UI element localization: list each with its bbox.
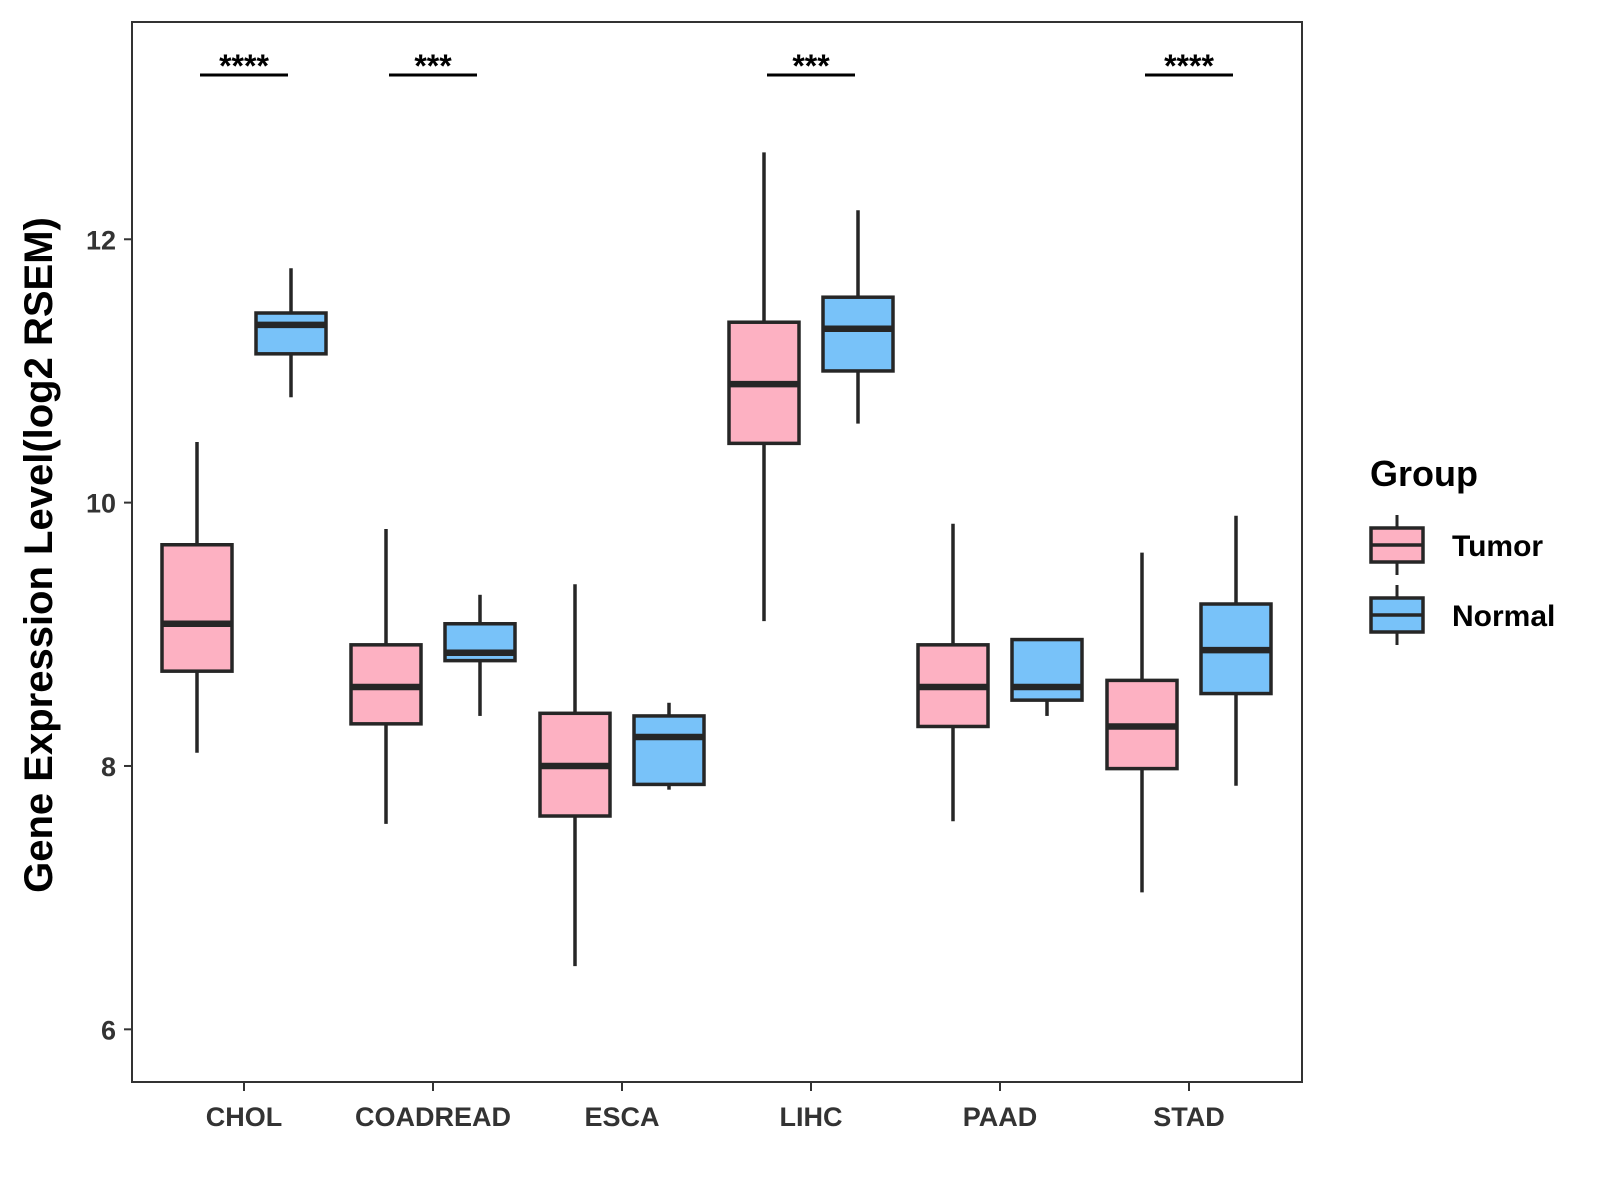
box-body: [160, 543, 234, 673]
legend-title: Group: [1370, 453, 1478, 494]
box-body: [821, 295, 895, 373]
y-tick-label-6: 6: [101, 1015, 116, 1045]
box-body: [632, 714, 706, 787]
x-tick-label-stad: STAD: [1153, 1102, 1225, 1132]
box-normal-stad: [1199, 515, 1273, 786]
significance-label: ***: [414, 48, 452, 84]
y-axis-title: Gene Expression Level(log2 RSEM): [17, 217, 61, 893]
box-body: [1010, 637, 1084, 702]
significance-lihc: ***: [767, 48, 855, 84]
legend: Group Tumor Normal: [1369, 453, 1555, 645]
box-tumor-stad: [1105, 552, 1179, 893]
axes: 6 8 10 12 CHOL COADREAD ESCA LIHC PAAD STAD: [86, 21, 1303, 1132]
box-tumor-chol: [160, 442, 234, 753]
x-tick-label-chol: CHOL: [206, 1102, 283, 1132]
legend-label-normal: Normal: [1452, 600, 1555, 633]
box-normal-chol: [254, 268, 328, 398]
box-tumor-esca: [538, 584, 612, 967]
x-tick-label-lihc: LIHC: [780, 1102, 843, 1132]
box-tumor-paad: [916, 523, 990, 822]
legend-label-tumor: Tumor: [1452, 530, 1543, 563]
box-tumor-lihc: [727, 152, 801, 622]
significance-label: ****: [219, 48, 269, 84]
y-tick-label-8: 8: [101, 752, 116, 782]
box-normal-esca: [632, 702, 706, 790]
x-tick-label-paad: PAAD: [963, 1102, 1038, 1132]
significance-label: ***: [792, 48, 830, 84]
box-normal-lihc: [821, 210, 895, 424]
y-tick-label-10: 10: [86, 489, 116, 519]
box-body: [254, 311, 328, 356]
x-tick-label-esca: ESCA: [584, 1102, 659, 1132]
significance-annotations: **** *** *** ****: [200, 48, 1233, 84]
box-tumor-coadread: [349, 528, 423, 824]
legend-key-tumor: Tumor: [1369, 515, 1543, 575]
panel-border: [131, 21, 1303, 1083]
box-normal-paad: [1010, 637, 1084, 716]
significance-coadread: ***: [389, 48, 477, 84]
significance-stad: ****: [1145, 48, 1233, 84]
box-normal-coadread: [443, 594, 517, 716]
legend-key-normal: Normal: [1369, 585, 1555, 645]
plot-area: [160, 152, 1273, 967]
y-tick-label-12: 12: [86, 225, 116, 255]
significance-chol: ****: [200, 48, 288, 84]
x-tick-label-coadread: COADREAD: [355, 1102, 511, 1132]
significance-label: ****: [1164, 48, 1214, 84]
